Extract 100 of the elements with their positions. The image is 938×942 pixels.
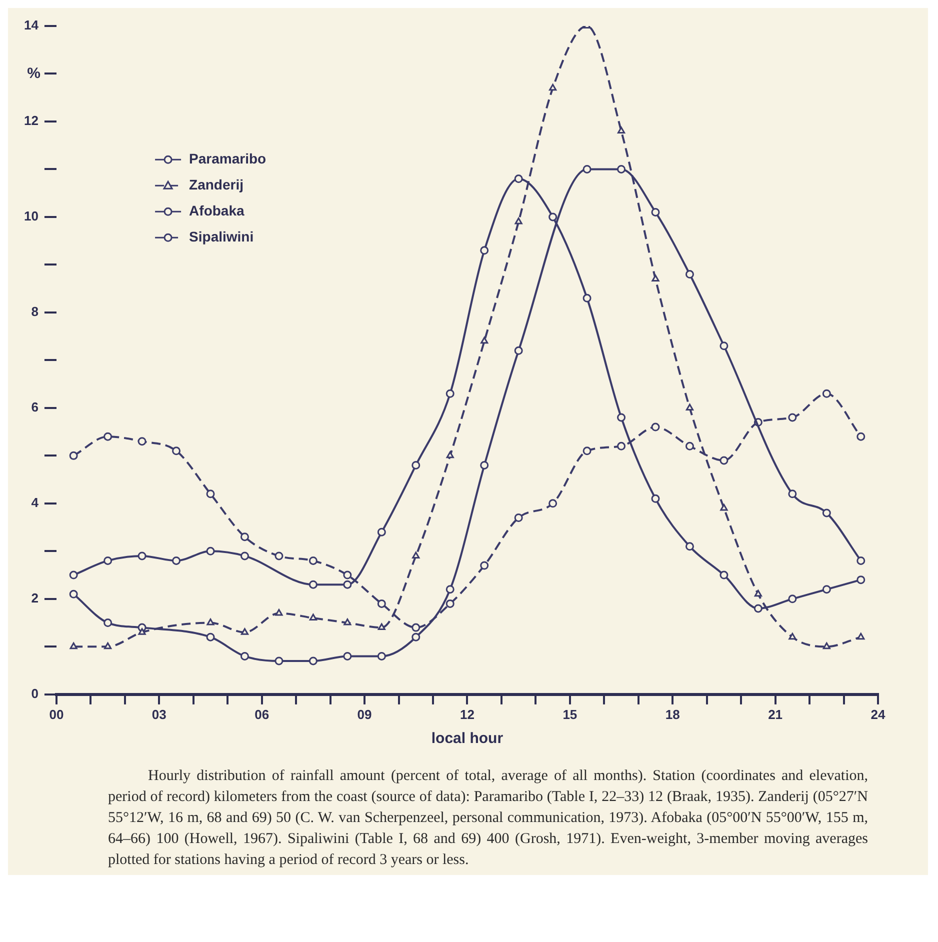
point (822, 389, 831, 398)
point (617, 164, 626, 174)
point (548, 499, 558, 508)
point (822, 508, 831, 518)
point (69, 590, 78, 598)
point (104, 642, 112, 650)
point (514, 514, 523, 522)
point (240, 532, 249, 542)
point (582, 294, 592, 302)
x-tick-label: 15 (562, 706, 578, 722)
point (788, 594, 797, 604)
point (856, 576, 866, 584)
point (822, 585, 831, 594)
point (788, 490, 797, 498)
point (754, 590, 762, 597)
point (480, 460, 489, 470)
point (240, 552, 249, 560)
x-tick-label: 09 (357, 706, 372, 722)
y-tick-label: 8 (31, 304, 38, 320)
point (685, 442, 694, 450)
point (822, 642, 830, 650)
legend-label: Afobaka (189, 202, 244, 219)
point (446, 389, 454, 398)
point (686, 404, 694, 410)
legend-label: Paramaribo (189, 150, 266, 167)
point (754, 604, 762, 613)
point (70, 642, 78, 650)
x-tick-label: 12 (460, 706, 474, 722)
point (582, 164, 592, 174)
point (856, 556, 866, 565)
point (69, 570, 78, 580)
point (480, 336, 488, 344)
y-tick-label: 4 (31, 495, 40, 510)
point (274, 552, 284, 560)
x-tick-label: 24 (870, 706, 886, 722)
point (240, 628, 249, 635)
point (582, 446, 592, 456)
text: Hourly distribution of rainfall amount (percent of total, average of all months). Station (coordinates and elevation, period of record) kilometers from the coast (source of data): Paramaribo (Table I, 22–33) 12 (Braak, 1935). Zanderij (05°27′N 55°12′W, 16 m, 68 and 69) 50 (C. W. van Scherpenzeel, personal communication, 1973). Afobaka (05°00′N 55°00′W, 155 m, 64–66) 100 (Howell, 1967). Sipaliwini (Table I, 68 and 69) 400 (Grosh, 1971). Even-weight, 3-member moving averages plotted for stations having a period of record 3 years or less. (108, 767, 868, 870)
point (172, 556, 181, 565)
point (514, 174, 523, 184)
y-tick-label: 2 (31, 590, 38, 606)
point (275, 608, 283, 616)
legend-label: Sipaliwini (189, 228, 254, 245)
point (685, 542, 694, 551)
point (206, 618, 214, 626)
point (308, 656, 318, 666)
point (308, 556, 318, 565)
point (720, 342, 728, 350)
point (720, 504, 728, 511)
x-tick-label: 06 (254, 706, 270, 722)
y-tick-label: 14 (24, 18, 40, 33)
y-tick-label: 0 (31, 686, 38, 701)
point (343, 580, 352, 589)
x-tick-label: 00 (49, 706, 64, 722)
x-tick-label: 03 (152, 706, 166, 722)
point (651, 422, 660, 432)
point (412, 552, 420, 558)
point (344, 618, 352, 626)
point (377, 528, 386, 536)
point (104, 618, 112, 628)
point (617, 413, 626, 422)
point (377, 599, 386, 608)
point (343, 652, 352, 660)
point (446, 599, 454, 608)
point (138, 628, 146, 635)
point (377, 652, 386, 660)
point (172, 446, 181, 456)
point (69, 451, 78, 460)
legend-label: Zanderij (189, 176, 244, 193)
point (343, 570, 352, 580)
point (104, 556, 112, 565)
point (788, 632, 796, 640)
point (617, 442, 626, 450)
point (412, 460, 420, 470)
point (856, 432, 866, 441)
x-axis-title: local hour (431, 730, 504, 748)
point (549, 84, 557, 91)
point (446, 451, 454, 458)
point (651, 494, 660, 503)
point (651, 208, 660, 216)
point (446, 585, 454, 594)
point (206, 632, 215, 642)
point (138, 437, 146, 446)
point (138, 552, 146, 560)
point (685, 270, 694, 279)
point (308, 580, 318, 589)
point (412, 632, 420, 642)
y-axis-title: % (27, 64, 40, 82)
point (617, 126, 626, 134)
y-tick-label: 10 (24, 208, 38, 224)
point (548, 212, 558, 222)
point (104, 432, 112, 441)
point (240, 652, 249, 660)
point (412, 623, 420, 632)
point (514, 217, 522, 224)
point (274, 656, 284, 666)
y-tick-label: 6 (31, 400, 38, 415)
point (720, 456, 728, 465)
point (206, 490, 215, 498)
point (514, 346, 523, 355)
